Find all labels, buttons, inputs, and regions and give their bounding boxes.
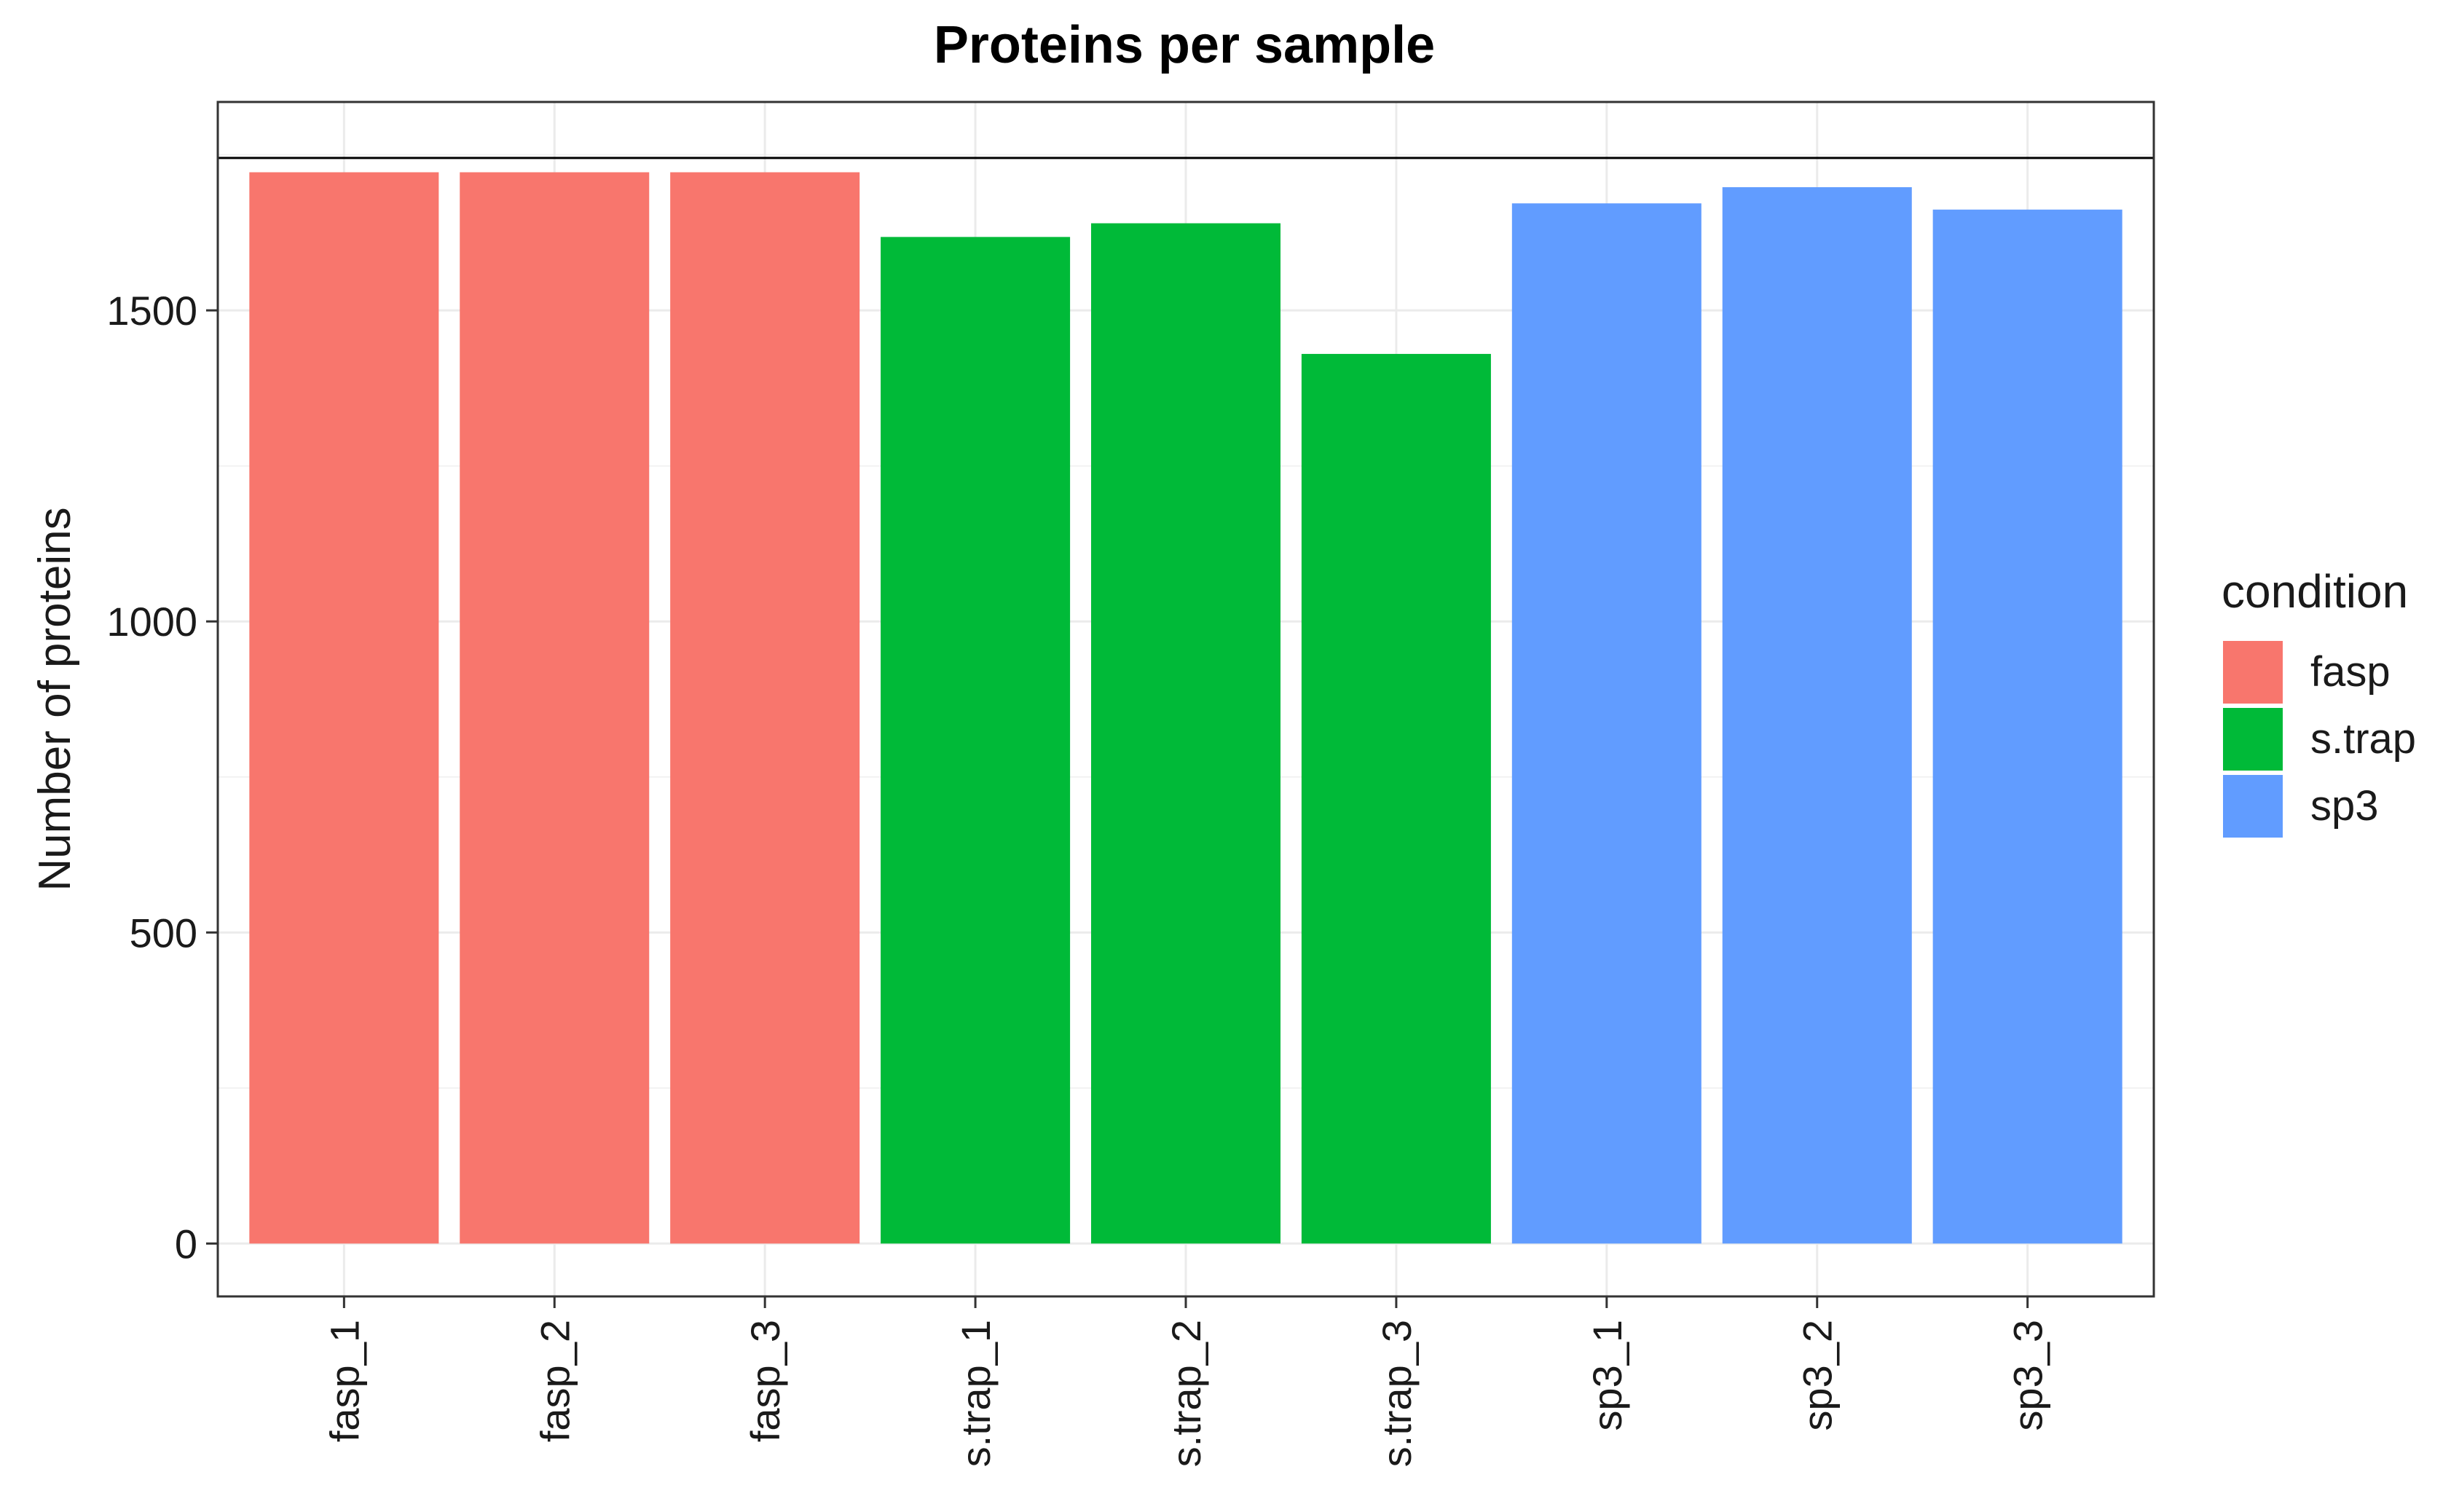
bars [249,172,2122,1244]
x-tick-label-sp3_1: sp3_1 [1584,1320,1630,1431]
legend-label-fasp: fasp [2310,648,2391,696]
legend-key-fasp [2223,641,2283,704]
bar-fasp_3 [670,172,860,1244]
y-tick-label: 0 [175,1221,197,1267]
legend-key-s.trap [2223,708,2283,771]
x-tick-label-sp3_2: sp3_2 [1795,1320,1841,1431]
legend-label-sp3: sp3 [2310,782,2379,830]
y-axis-label: Number of proteins [30,507,80,891]
legend: condition fasp s.trap sp3 [2222,565,2416,838]
x-axis: fasp_1 fasp_2 fasp_3 s.trap_1 s.trap_2 s.trap… [321,1296,2051,1467]
x-tick-label-s.trap_1: s.trap_1 [953,1320,999,1467]
chart-title: Proteins per sample [934,16,1435,74]
y-tick-label: 500 [130,910,197,956]
x-tick-label-s.trap_3: s.trap_3 [1374,1320,1420,1467]
x-tick-label-s.trap_2: s.trap_2 [1163,1320,1209,1467]
x-tick-label-fasp_3: fasp_3 [742,1320,788,1442]
bar-sp3_3 [1932,209,2122,1244]
bar-s.trap_3 [1301,353,1491,1244]
bar-s.trap_1 [881,237,1071,1244]
bar-sp3_1 [1511,203,1701,1244]
bar-fasp_1 [249,172,439,1244]
y-axis: 0 500 1000 1500 [106,288,218,1267]
x-tick-label-fasp_1: fasp_1 [321,1320,367,1442]
legend-key-sp3 [2223,775,2283,838]
x-tick-label-sp3_3: sp3_3 [2005,1320,2051,1431]
bar-s.trap_2 [1090,223,1281,1244]
x-tick-label-fasp_2: fasp_2 [532,1320,578,1442]
legend-label-s.trap: s.trap [2310,715,2416,763]
bar-sp3_2 [1722,187,1912,1244]
legend-title: condition [2222,565,2408,618]
y-tick-label: 1000 [106,599,197,645]
y-tick-label: 1500 [106,288,197,334]
bar-fasp_2 [460,172,650,1244]
